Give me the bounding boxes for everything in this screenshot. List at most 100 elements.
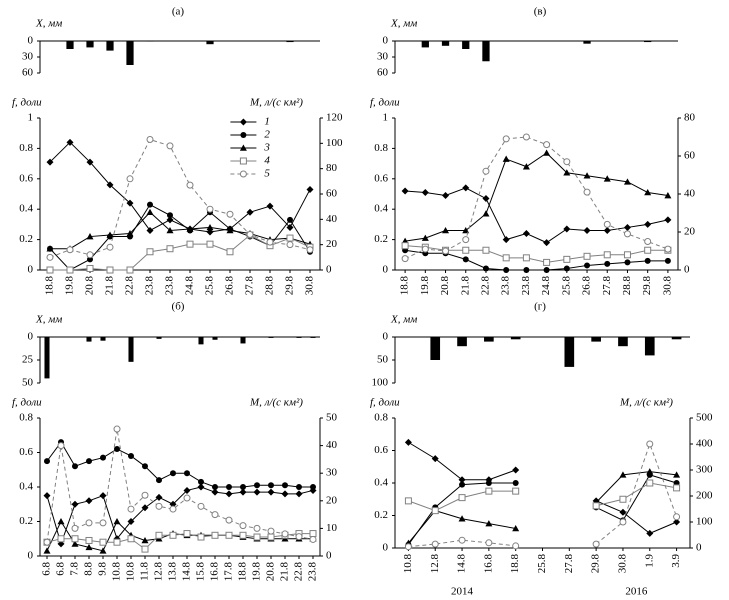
marker bbox=[543, 141, 551, 149]
x-tick-label: 11.8 bbox=[139, 562, 151, 581]
marker bbox=[644, 238, 652, 245]
marker bbox=[114, 446, 120, 453]
bar bbox=[457, 337, 467, 347]
marker bbox=[401, 255, 409, 263]
y-tick-label: 0.6 bbox=[19, 172, 33, 184]
year-label: 2016 bbox=[625, 586, 648, 598]
y2-tick-label: 120 bbox=[326, 112, 343, 124]
y-tick-label: 0.6 bbox=[19, 446, 33, 458]
marker bbox=[619, 495, 627, 503]
y2-tick-label: 60 bbox=[684, 150, 696, 162]
marker bbox=[226, 248, 234, 256]
marker bbox=[431, 540, 439, 548]
marker bbox=[485, 520, 493, 527]
bar bbox=[44, 337, 50, 379]
y-tick-label: 0 bbox=[28, 331, 34, 343]
marker bbox=[482, 265, 489, 272]
x-tick-label: 14.8 bbox=[181, 562, 193, 582]
y2-tick-label: 20 bbox=[326, 494, 338, 506]
x-tick-label: 10.8 bbox=[125, 562, 137, 582]
marker bbox=[141, 491, 149, 499]
marker bbox=[166, 216, 174, 224]
x-tick-label: 25.8 bbox=[536, 554, 548, 574]
bar bbox=[268, 337, 274, 338]
marker bbox=[155, 531, 163, 539]
x-tick-label: 19.8 bbox=[419, 276, 431, 296]
marker bbox=[156, 477, 162, 484]
marker bbox=[106, 243, 114, 251]
marker bbox=[673, 518, 681, 526]
marker bbox=[43, 492, 51, 500]
marker bbox=[485, 539, 493, 547]
y2-tick-label: 200 bbox=[696, 490, 713, 502]
marker bbox=[206, 205, 214, 213]
bar bbox=[583, 41, 591, 44]
marker bbox=[226, 484, 232, 490]
bar bbox=[66, 41, 74, 49]
marker bbox=[646, 468, 654, 475]
marker bbox=[482, 195, 490, 203]
y2-tick-label: 0 bbox=[684, 264, 690, 276]
bar-axis-label: X, мм bbox=[390, 18, 417, 30]
y-tick-label: 0.4 bbox=[374, 477, 388, 489]
y-tick-label: 1 bbox=[28, 112, 34, 124]
marker bbox=[583, 252, 591, 260]
legend-label: 3 bbox=[263, 142, 270, 154]
marker bbox=[186, 181, 194, 189]
marker bbox=[604, 260, 611, 267]
x-tick-label: 12.8 bbox=[429, 554, 441, 574]
marker bbox=[267, 533, 275, 541]
marker bbox=[46, 253, 54, 261]
marker bbox=[46, 266, 54, 274]
marker bbox=[563, 169, 571, 176]
marker bbox=[619, 518, 627, 526]
marker bbox=[482, 167, 490, 175]
marker bbox=[603, 226, 611, 234]
marker bbox=[72, 463, 78, 470]
series-line bbox=[404, 136, 669, 260]
y-tick-label: 0.2 bbox=[19, 515, 33, 527]
marker bbox=[211, 488, 219, 496]
marker bbox=[167, 212, 173, 219]
marker bbox=[225, 531, 233, 539]
y-tick-label: 60 bbox=[377, 67, 389, 79]
y-tick-label: 0.4 bbox=[19, 203, 33, 215]
marker bbox=[266, 238, 274, 246]
marker bbox=[141, 545, 149, 553]
marker bbox=[512, 542, 520, 550]
bar bbox=[212, 337, 218, 340]
marker bbox=[673, 484, 681, 492]
x-tick-label: 23.8 bbox=[500, 276, 512, 296]
marker bbox=[266, 202, 274, 210]
marker bbox=[166, 226, 174, 234]
marker bbox=[166, 245, 174, 253]
marker bbox=[183, 494, 191, 502]
x-tick-label: 28.8 bbox=[264, 276, 276, 296]
x-tick-label: 24.8 bbox=[540, 276, 552, 296]
marker bbox=[43, 547, 51, 554]
bar bbox=[421, 41, 429, 48]
marker bbox=[282, 482, 288, 489]
marker bbox=[71, 535, 79, 543]
marker bbox=[673, 471, 681, 478]
x-tick-label: 18.8 bbox=[399, 276, 411, 296]
marker bbox=[198, 478, 204, 485]
x-tick-label: 20.8 bbox=[439, 276, 451, 296]
marker bbox=[46, 158, 54, 166]
x-tick-label: 14.8 bbox=[456, 554, 468, 574]
bar bbox=[240, 337, 246, 344]
marker bbox=[267, 488, 275, 496]
marker bbox=[421, 245, 429, 253]
marker bbox=[584, 262, 591, 269]
marker bbox=[186, 240, 194, 248]
y-axis-label: f, доли bbox=[12, 397, 42, 409]
marker bbox=[206, 223, 214, 231]
x-tick-label: 22.8 bbox=[293, 562, 305, 582]
y2-tick-label: 80 bbox=[326, 162, 338, 174]
marker bbox=[485, 487, 493, 495]
bar bbox=[100, 337, 106, 341]
y-tick-label: 30 bbox=[377, 51, 389, 63]
x-tick-label: 9.8 bbox=[97, 562, 109, 576]
x-tick-label: 10.8 bbox=[111, 562, 123, 582]
y2-axis-label: M, л/(с км²) bbox=[249, 397, 303, 409]
